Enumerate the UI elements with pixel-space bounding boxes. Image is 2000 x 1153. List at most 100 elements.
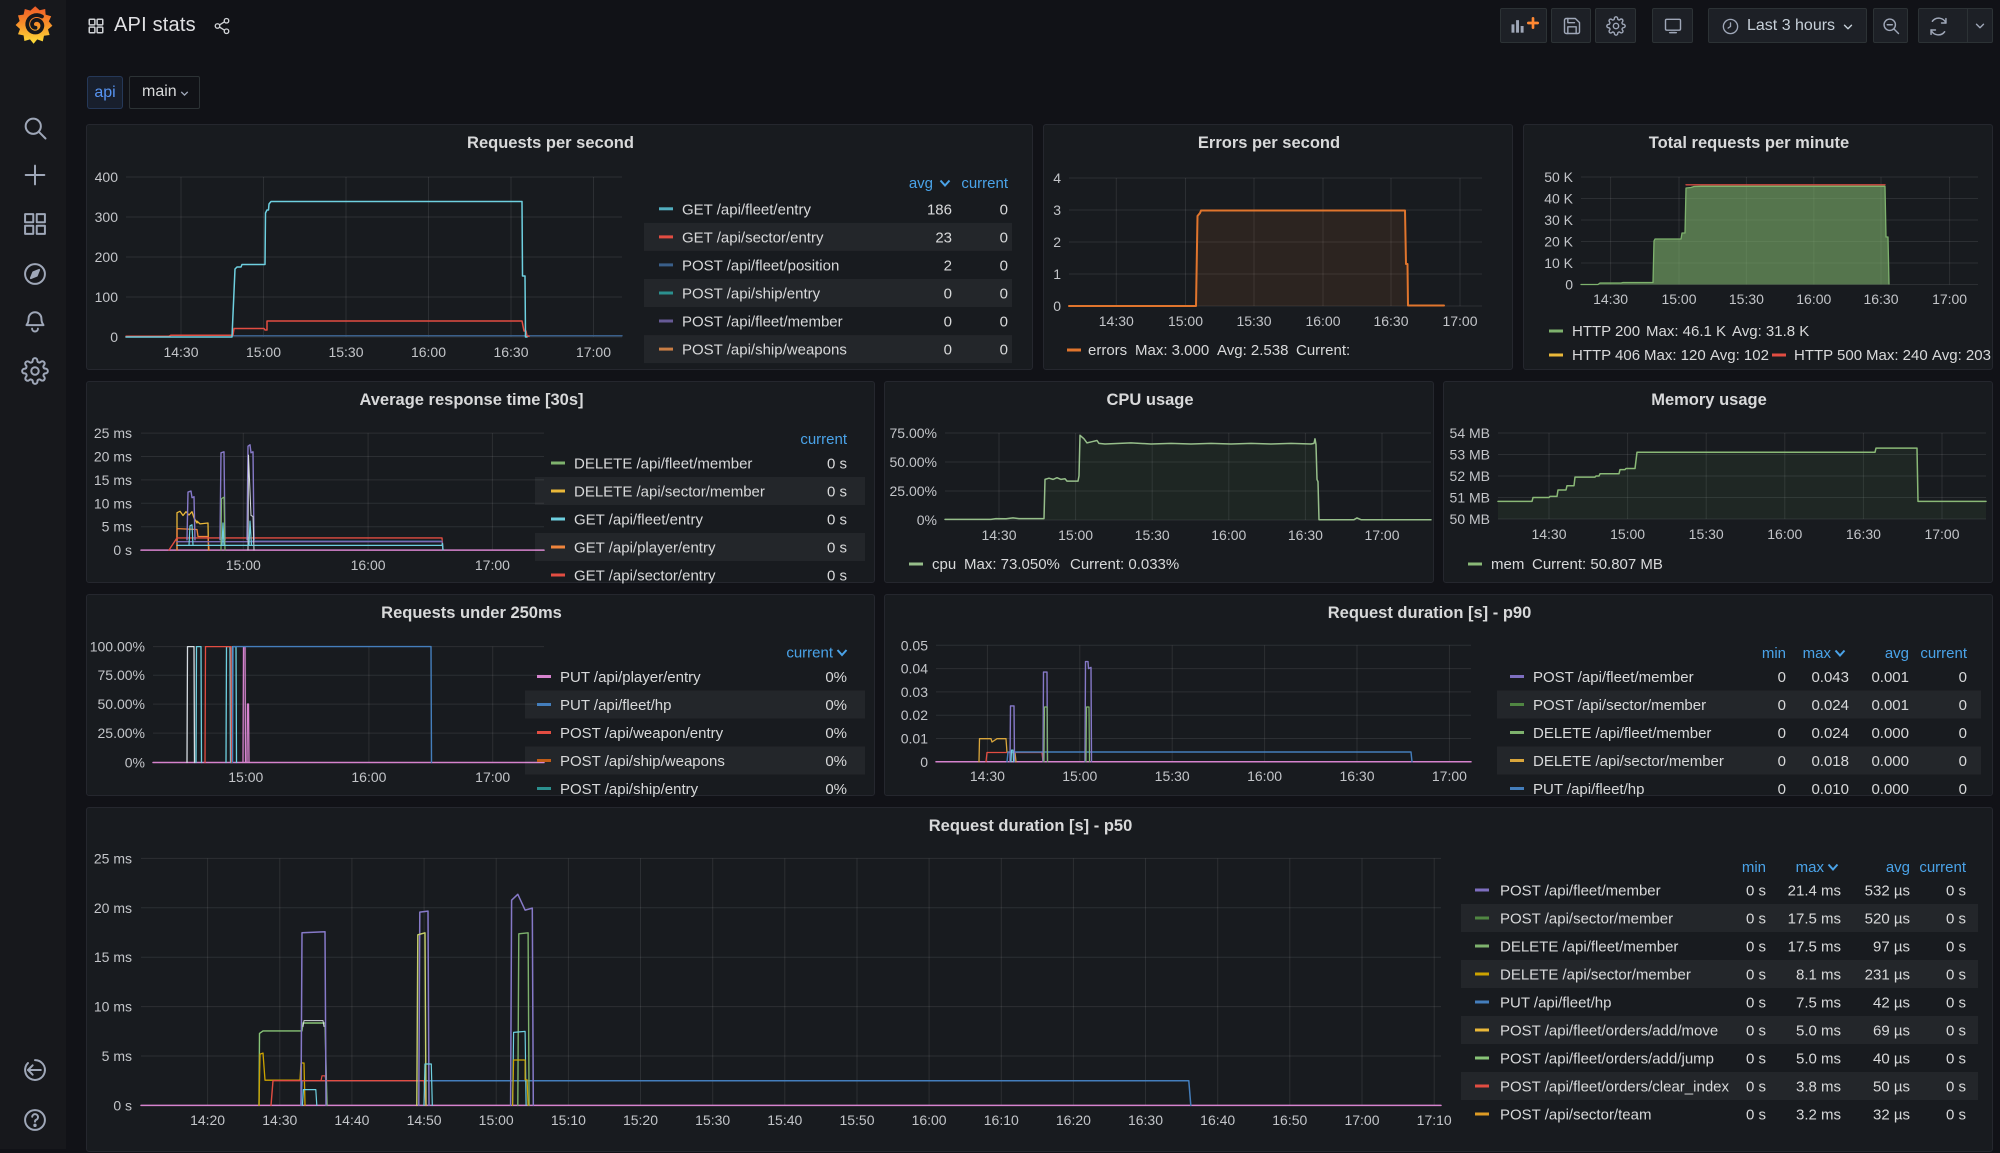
svg-text:15:30: 15:30 (1689, 526, 1724, 542)
svg-text:17.5 ms: 17.5 ms (1788, 911, 1841, 928)
svg-text:PUT /api/player/entry: PUT /api/player/entry (560, 669, 701, 686)
svg-text:Requests under 250ms: Requests under 250ms (381, 604, 562, 622)
svg-text:20 K: 20 K (1544, 234, 1573, 250)
svg-text:15:30: 15:30 (328, 344, 363, 360)
svg-text:POST /api/fleet/orders/clear_i: POST /api/fleet/orders/clear_index (1500, 1079, 1730, 1096)
svg-text:15:30: 15:30 (1236, 313, 1271, 329)
svg-text:4: 4 (1053, 170, 1061, 186)
svg-text:Requests per second: Requests per second (467, 134, 634, 152)
svg-text:23: 23 (935, 229, 952, 246)
svg-text:0: 0 (1778, 725, 1786, 742)
svg-text:16:40: 16:40 (1200, 1112, 1235, 1128)
svg-text:errors: errors (1088, 342, 1127, 359)
svg-text:GET /api/player/entry: GET /api/player/entry (574, 540, 716, 557)
svg-text:5 ms: 5 ms (102, 519, 132, 535)
svg-text:21.4 ms: 21.4 ms (1788, 883, 1841, 900)
svg-text:0.000: 0.000 (1871, 725, 1909, 742)
svg-text:Current: 50.807 MB: Current: 50.807 MB (1532, 556, 1663, 573)
svg-text:16:00: 16:00 (912, 1112, 947, 1128)
svg-text:16:30: 16:30 (1846, 526, 1881, 542)
svg-text:15:20: 15:20 (623, 1112, 658, 1128)
svg-text:Average response time [30s]: Average response time [30s] (359, 391, 583, 409)
svg-text:0: 0 (1959, 669, 1967, 686)
svg-text:current: current (800, 431, 848, 448)
svg-text:17:00: 17:00 (1924, 526, 1959, 542)
svg-text:0.010: 0.010 (1811, 781, 1849, 797)
svg-text:max: max (1796, 859, 1825, 876)
svg-text:0 s: 0 s (1946, 939, 1966, 956)
svg-text:300: 300 (95, 209, 119, 225)
svg-text:0: 0 (1778, 697, 1786, 714)
svg-text:15:00: 15:00 (246, 344, 281, 360)
svg-text:current: current (1920, 645, 1968, 662)
svg-text:0%: 0% (125, 755, 145, 771)
svg-text:14:30: 14:30 (163, 344, 198, 360)
svg-text:15:00: 15:00 (228, 769, 263, 785)
svg-text:Max: 73.050%: Max: 73.050% (964, 556, 1060, 573)
svg-text:42 µs: 42 µs (1873, 995, 1910, 1012)
svg-text:5.0 ms: 5.0 ms (1796, 1023, 1841, 1040)
svg-text:51 MB: 51 MB (1450, 490, 1490, 506)
svg-text:DELETE /api/sector/member: DELETE /api/sector/member (574, 484, 765, 501)
svg-text:DELETE /api/fleet/member: DELETE /api/fleet/member (574, 456, 752, 473)
svg-text:0%: 0% (825, 697, 847, 714)
svg-text:cpu: cpu (932, 556, 956, 573)
svg-text:200: 200 (95, 249, 119, 265)
svg-text:0.024: 0.024 (1811, 725, 1849, 742)
svg-text:current: current (961, 175, 1009, 192)
svg-text:17:00: 17:00 (1364, 527, 1399, 543)
svg-text:50.00%: 50.00% (98, 696, 145, 712)
svg-text:0 s: 0 s (1746, 883, 1766, 900)
svg-text:17:00: 17:00 (1932, 291, 1967, 307)
svg-text:0.04: 0.04 (901, 661, 928, 677)
svg-text:2: 2 (944, 257, 952, 274)
svg-text:15:00: 15:00 (1661, 291, 1696, 307)
svg-text:HTTP 200: HTTP 200 (1572, 323, 1640, 340)
svg-text:0: 0 (1000, 229, 1008, 246)
svg-text:0: 0 (1000, 314, 1008, 331)
svg-text:16:00: 16:00 (1796, 291, 1831, 307)
svg-text:POST /api/ship/entry: POST /api/ship/entry (682, 286, 821, 303)
svg-text:17:00: 17:00 (1432, 768, 1467, 784)
svg-text:0 s: 0 s (1946, 967, 1966, 984)
svg-text:16:00: 16:00 (411, 344, 446, 360)
svg-text:DELETE /api/fleet/member: DELETE /api/fleet/member (1533, 725, 1711, 742)
svg-text:16:30: 16:30 (1288, 527, 1323, 543)
svg-text:186: 186 (927, 201, 952, 218)
svg-text:DELETE /api/fleet/member: DELETE /api/fleet/member (1500, 939, 1678, 956)
svg-text:400: 400 (95, 169, 119, 185)
svg-text:25 ms: 25 ms (94, 850, 132, 866)
svg-text:0 s: 0 s (1746, 939, 1766, 956)
svg-text:Memory usage: Memory usage (1651, 391, 1767, 409)
svg-text:16:00: 16:00 (1767, 526, 1802, 542)
svg-text:16:00: 16:00 (351, 557, 386, 573)
svg-text:40 K: 40 K (1544, 191, 1573, 207)
svg-text:0%: 0% (825, 669, 847, 686)
svg-text:GET /api/fleet/entry: GET /api/fleet/entry (682, 201, 811, 218)
svg-text:231 µs: 231 µs (1865, 967, 1910, 984)
svg-text:14:50: 14:50 (407, 1112, 442, 1128)
svg-text:0: 0 (1959, 697, 1967, 714)
svg-text:0.02: 0.02 (901, 707, 928, 723)
svg-text:7.5 ms: 7.5 ms (1796, 995, 1841, 1012)
svg-text:15 ms: 15 ms (94, 472, 132, 488)
svg-text:POST /api/fleet/member: POST /api/fleet/member (1533, 669, 1694, 686)
svg-text:PUT /api/fleet/hp: PUT /api/fleet/hp (1533, 781, 1644, 797)
svg-text:100.00%: 100.00% (90, 639, 145, 655)
svg-text:0: 0 (1778, 669, 1786, 686)
svg-text:0 s: 0 s (1746, 1051, 1766, 1068)
svg-text:0.000: 0.000 (1871, 753, 1909, 770)
svg-text:POST /api/weapon/entry: POST /api/weapon/entry (560, 725, 724, 742)
svg-text:15:30: 15:30 (1155, 768, 1190, 784)
svg-text:0: 0 (1000, 286, 1008, 303)
svg-text:15:00: 15:00 (226, 557, 261, 573)
svg-text:15:30: 15:30 (695, 1112, 730, 1128)
svg-text:0: 0 (1959, 781, 1967, 797)
svg-text:15:00: 15:00 (1610, 526, 1645, 542)
svg-text:30 K: 30 K (1544, 212, 1573, 228)
svg-text:PUT /api/fleet/hp: PUT /api/fleet/hp (1500, 995, 1611, 1012)
svg-text:14:40: 14:40 (334, 1112, 369, 1128)
svg-text:DELETE /api/sector/member: DELETE /api/sector/member (1500, 967, 1691, 984)
svg-text:53 MB: 53 MB (1450, 447, 1490, 463)
svg-text:20 ms: 20 ms (94, 900, 132, 916)
